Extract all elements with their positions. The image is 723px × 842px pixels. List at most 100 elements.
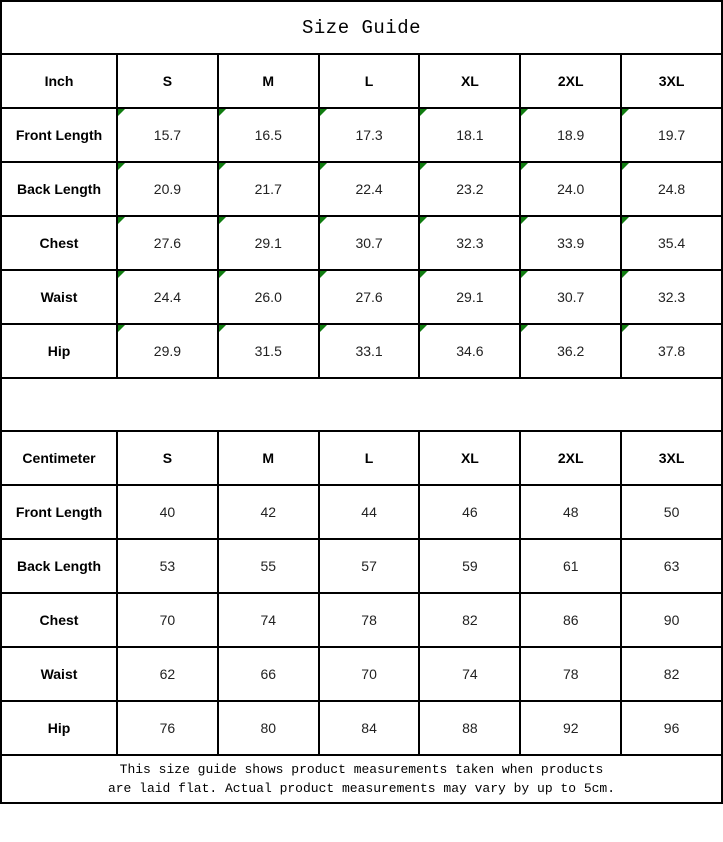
size-value: 33.1	[355, 343, 383, 359]
size-value-cell: 78	[519, 646, 623, 702]
size-value-cell: 84	[317, 700, 421, 756]
size-value: 19.7	[657, 127, 686, 143]
size-value-cell: 32.3	[620, 269, 723, 325]
size-value: 27.6	[355, 289, 383, 305]
table-row-inch-front-length: Front Length 15.7 16.5 17.3 18.1 18.9 19…	[0, 107, 723, 163]
centimeter-header-row: Centimeter S M L XL 2XL 3XL	[0, 430, 723, 486]
size-value-cell: 82	[620, 646, 723, 702]
size-value: 32.3	[657, 289, 686, 305]
stored-as-text-flag-icon	[118, 164, 125, 170]
column-header-m: M	[216, 430, 320, 486]
column-header-2xl: 2XL	[519, 53, 623, 109]
size-value-cell: 18.9	[519, 107, 623, 163]
footer-line-2: are laid flat. Actual product measuremen…	[107, 781, 616, 796]
size-value-cell: 66	[216, 646, 320, 702]
size-value-cell: 63	[620, 538, 723, 594]
size-value-cell: 42	[216, 484, 320, 540]
stored-as-text-flag-icon	[421, 110, 428, 116]
size-value-cell: 55	[216, 538, 320, 594]
size-value-cell: 24.0	[519, 161, 623, 217]
size-value-cell: 24.8	[620, 161, 723, 217]
size-value: 18.1	[456, 127, 484, 143]
spacer-row	[0, 377, 723, 432]
size-guide-table: Size Guide Inch S M L XL 2XL 3XL Front L…	[0, 0, 723, 804]
size-value-cell: 31.5	[216, 323, 320, 379]
row-label: Chest	[0, 215, 118, 271]
size-value: 30.7	[355, 235, 383, 251]
size-value-cell: 82	[418, 592, 522, 648]
page-title: Size Guide	[0, 0, 723, 55]
stored-as-text-flag-icon	[219, 218, 226, 224]
row-label: Waist	[0, 269, 118, 325]
size-value: 26.0	[254, 289, 282, 305]
size-value-cell: 96	[620, 700, 723, 756]
size-value: 24.8	[657, 181, 686, 197]
row-label: Front Length	[0, 107, 118, 163]
size-value-cell: 27.6	[317, 269, 421, 325]
size-value-cell: 26.0	[216, 269, 320, 325]
column-header-m: M	[216, 53, 320, 109]
size-value-cell: 46	[418, 484, 522, 540]
column-header-l: L	[317, 53, 421, 109]
stored-as-text-flag-icon	[320, 110, 327, 116]
size-value: 31.5	[254, 343, 282, 359]
size-value-cell: 33.9	[519, 215, 623, 271]
size-value-cell: 32.3	[418, 215, 522, 271]
size-value: 15.7	[153, 127, 182, 143]
size-value-cell: 57	[317, 538, 421, 594]
stored-as-text-flag-icon	[623, 272, 630, 278]
table-row-cm-waist: Waist 62 66 70 74 78 82	[0, 646, 723, 702]
row-label: Back Length	[0, 161, 118, 217]
column-header-xl: XL	[418, 53, 522, 109]
inch-header-row: Inch S M L XL 2XL 3XL	[0, 53, 723, 109]
column-header-s: S	[116, 430, 219, 486]
size-value-cell: 23.2	[418, 161, 522, 217]
size-value-cell: 74	[216, 592, 320, 648]
size-value-cell: 20.9	[116, 161, 219, 217]
row-label: Waist	[0, 646, 118, 702]
stored-as-text-flag-icon	[623, 110, 630, 116]
stored-as-text-flag-icon	[219, 164, 226, 170]
stored-as-text-flag-icon	[320, 272, 327, 278]
stored-as-text-flag-icon	[219, 272, 226, 278]
table-row-cm-front-length: Front Length 40 42 44 46 48 50	[0, 484, 723, 540]
footer-note: This size guide shows product measuremen…	[0, 754, 723, 804]
size-value-cell: 37.8	[620, 323, 723, 379]
stored-as-text-flag-icon	[320, 326, 327, 332]
stored-as-text-flag-icon	[623, 218, 630, 224]
size-value-cell: 15.7	[116, 107, 219, 163]
stored-as-text-flag-icon	[118, 272, 125, 278]
title-row: Size Guide	[0, 0, 723, 55]
size-value-cell: 92	[519, 700, 623, 756]
size-value: 17.3	[355, 127, 383, 143]
size-value-cell: 86	[519, 592, 623, 648]
stored-as-text-flag-icon	[522, 326, 529, 332]
unit-header-centimeter: Centimeter	[0, 430, 118, 486]
table-row-inch-hip: Hip 29.9 31.5 33.1 34.6 36.2 37.8	[0, 323, 723, 379]
size-value-cell: 29.9	[116, 323, 219, 379]
size-value: 24.0	[557, 181, 585, 197]
size-value: 32.3	[456, 235, 484, 251]
size-value-cell: 35.4	[620, 215, 723, 271]
stored-as-text-flag-icon	[320, 164, 327, 170]
row-label: Front Length	[0, 484, 118, 540]
stored-as-text-flag-icon	[421, 272, 428, 278]
column-header-l: L	[317, 430, 421, 486]
stored-as-text-flag-icon	[421, 218, 428, 224]
size-value: 33.9	[557, 235, 585, 251]
row-label: Back Length	[0, 538, 118, 594]
size-value-cell: 50	[620, 484, 723, 540]
stored-as-text-flag-icon	[623, 326, 630, 332]
column-header-3xl: 3XL	[620, 53, 723, 109]
column-header-3xl: 3XL	[620, 430, 723, 486]
row-label: Hip	[0, 323, 118, 379]
table-row-inch-chest: Chest 27.6 29.1 30.7 32.3 33.9 35.4	[0, 215, 723, 271]
spacer-cell	[0, 377, 723, 432]
size-value: 18.9	[557, 127, 585, 143]
size-value-cell: 27.6	[116, 215, 219, 271]
size-value-cell: 80	[216, 700, 320, 756]
stored-as-text-flag-icon	[522, 218, 529, 224]
size-value: 22.4	[355, 181, 383, 197]
stored-as-text-flag-icon	[219, 326, 226, 332]
stored-as-text-flag-icon	[522, 164, 529, 170]
